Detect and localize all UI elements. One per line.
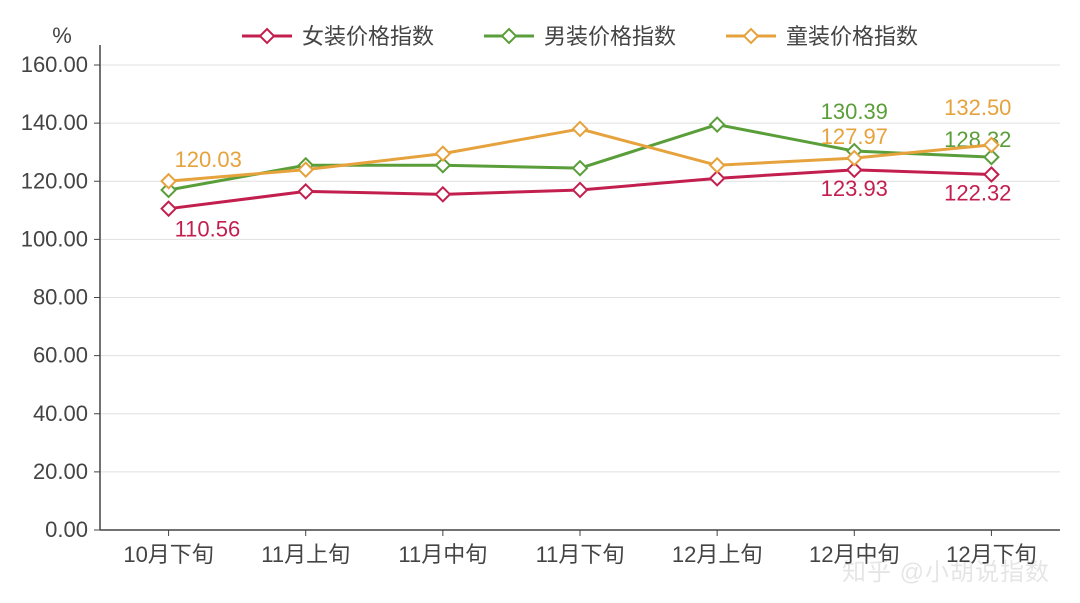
marker-diamond [436, 147, 450, 161]
y-tick-label: 0.00 [45, 517, 88, 542]
data-label: 132.50 [944, 95, 1011, 120]
x-tick-label: 11月中旬 [398, 542, 487, 567]
legend-label: 女装价格指数 [302, 24, 434, 49]
marker-diamond [299, 184, 313, 198]
data-label: 122.32 [944, 181, 1011, 206]
data-label: 110.56 [175, 217, 241, 242]
x-tick-label: 11月上旬 [261, 542, 350, 567]
y-tick-label: 40.00 [33, 401, 88, 426]
x-tick-label: 11月下旬 [536, 542, 625, 567]
data-label: 130.39 [821, 99, 888, 124]
y-unit-label: % [52, 23, 72, 48]
x-tick-label: 10月下旬 [123, 542, 213, 567]
y-tick-label: 80.00 [33, 285, 88, 310]
marker-diamond [260, 29, 274, 43]
y-tick-label: 20.00 [33, 459, 88, 484]
marker-diamond [984, 168, 998, 182]
marker-diamond [162, 202, 176, 216]
marker-diamond [573, 122, 587, 136]
data-label: 120.03 [175, 147, 242, 172]
marker-diamond [162, 174, 176, 188]
legend-label: 男装价格指数 [544, 24, 676, 49]
chart-svg: 0.00 20.00 40.00 60.00 80.00 100.00 120.00 140.… [0, 0, 1080, 603]
marker-diamond [573, 161, 587, 175]
data-label: 127.97 [821, 124, 888, 149]
marker-diamond [573, 183, 587, 197]
marker-diamond [710, 158, 724, 172]
y-tick-label: 60.00 [33, 343, 88, 368]
marker-diamond [710, 118, 724, 132]
y-tick-label: 100.00 [21, 226, 88, 251]
marker-diamond [436, 187, 450, 201]
marker-diamond [744, 29, 758, 43]
x-tick-label: 12月上旬 [672, 542, 762, 567]
y-tick-label: 120.00 [21, 168, 88, 193]
y-tick-label: 160.00 [21, 52, 88, 77]
x-tick-label: 12月中旬 [809, 542, 899, 567]
legend-label: 童装价格指数 [786, 24, 918, 49]
price-index-chart: 0.00 20.00 40.00 60.00 80.00 100.00 120.00 140.… [0, 0, 1080, 603]
y-tick-label: 140.00 [21, 110, 88, 135]
x-tick-label: 12月下旬 [946, 542, 1036, 567]
marker-diamond [502, 29, 516, 43]
data-label: 123.93 [821, 176, 888, 201]
